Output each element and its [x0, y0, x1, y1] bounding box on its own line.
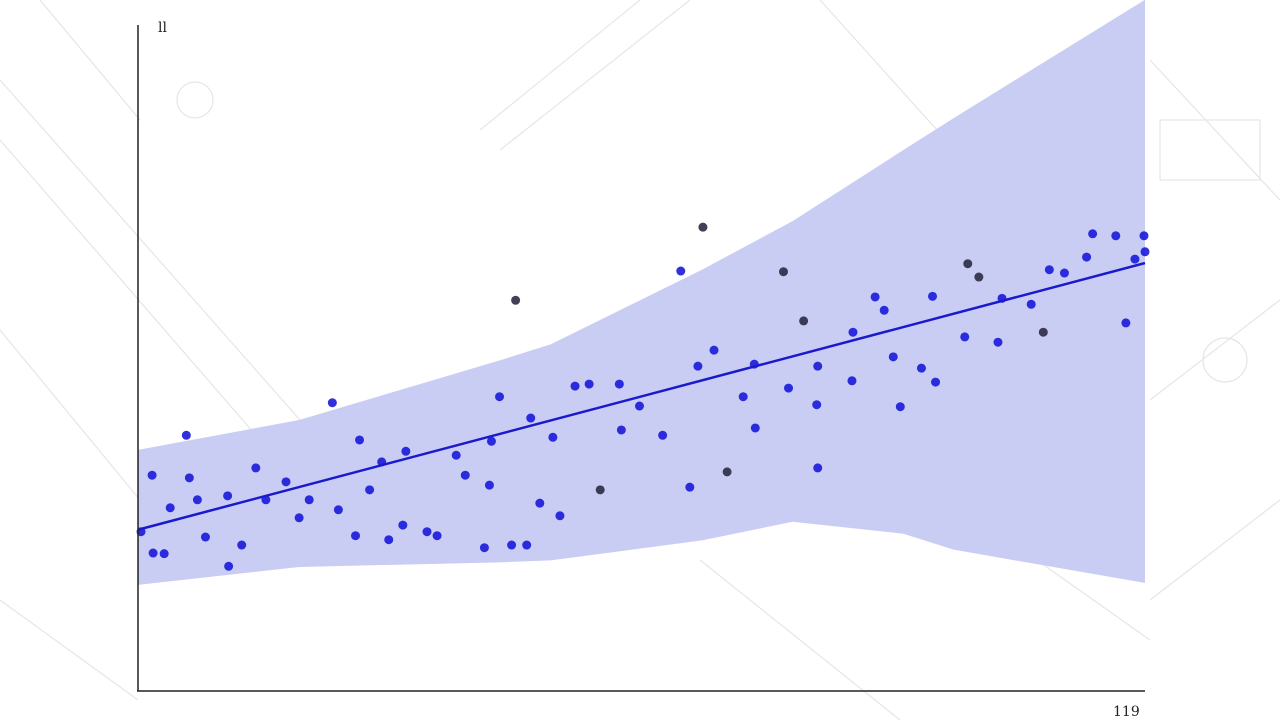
- scatter-point: [1130, 254, 1140, 264]
- scatter-point: [181, 430, 191, 440]
- scatter-point: [848, 327, 858, 337]
- scatter-point: [658, 430, 668, 440]
- scatter-point: [526, 413, 536, 423]
- scatter-point: [148, 548, 158, 558]
- scatter-point: [895, 402, 905, 412]
- scatter-point: [522, 540, 532, 550]
- scatter-point: [812, 400, 822, 410]
- scatter-point: [351, 531, 361, 541]
- scatter-point: [870, 292, 880, 302]
- scatter-point: [432, 531, 442, 541]
- scatter-point: [698, 222, 708, 232]
- scatter-point: [422, 527, 432, 537]
- scatter-point: [847, 376, 857, 386]
- scatter-point: [251, 463, 261, 473]
- scatter-point: [595, 485, 605, 495]
- scatter-point: [192, 495, 202, 505]
- scatter-point: [928, 291, 938, 301]
- scatter-point: [304, 495, 314, 505]
- scatter-point: [616, 425, 626, 435]
- scatter-point: [634, 401, 644, 411]
- scatter-point: [676, 266, 686, 276]
- scatter-point: [1044, 265, 1054, 275]
- scatter-point: [1088, 229, 1098, 239]
- scatter-point: [365, 485, 375, 495]
- scatter-point: [511, 295, 521, 305]
- scatter-point: [614, 379, 624, 389]
- scatter-point: [693, 361, 703, 371]
- scatter-point: [584, 379, 594, 389]
- scatter-point: [333, 505, 343, 515]
- scatter-point: [1059, 268, 1069, 278]
- scatter-point: [484, 480, 494, 490]
- scatter-point: [165, 503, 175, 513]
- y-axis-label: ll: [158, 20, 167, 36]
- scatter-point: [738, 392, 748, 402]
- scatter-point: [460, 470, 470, 480]
- x-axis-label: 119: [1113, 704, 1140, 720]
- scatter-point: [570, 381, 580, 391]
- scatter-point: [507, 540, 517, 550]
- scatter-point: [159, 549, 169, 559]
- scatter-point: [1140, 247, 1150, 257]
- scatter-point: [799, 316, 809, 326]
- scatter-point: [916, 363, 926, 373]
- scatter-point: [750, 423, 760, 433]
- scatter-point: [384, 535, 394, 545]
- scatter-point: [960, 332, 970, 342]
- scatter-point: [294, 513, 304, 523]
- scatter-point: [184, 473, 194, 483]
- confidence-band: [138, 0, 1145, 585]
- scatter-point: [237, 540, 247, 550]
- scatter-point: [548, 432, 558, 442]
- scatter-point: [974, 272, 984, 282]
- scatter-point: [555, 511, 565, 521]
- scatter-point: [398, 520, 408, 530]
- scatter-point: [200, 532, 210, 542]
- scatter-point: [778, 267, 788, 277]
- scatter-point: [931, 377, 941, 387]
- scatter-point: [879, 305, 889, 315]
- scatter-point: [535, 498, 545, 508]
- scatter-point: [1038, 327, 1048, 337]
- scatter-point: [813, 361, 823, 371]
- scatter-point: [784, 383, 794, 393]
- scatter-point: [709, 345, 719, 355]
- scatter-point: [1139, 231, 1149, 241]
- scatter-point: [327, 398, 337, 408]
- scatter-point: [479, 543, 489, 553]
- scatter-point: [963, 259, 973, 269]
- scatter-point: [355, 435, 365, 445]
- scatter-point: [1121, 318, 1131, 328]
- scatter-point: [888, 352, 898, 362]
- scatter-point: [1111, 231, 1121, 241]
- scatter-point: [495, 392, 505, 402]
- scatter-point: [722, 467, 732, 477]
- scatter-point: [685, 482, 695, 492]
- plot-area: [136, 0, 1150, 585]
- scatter-point: [813, 463, 823, 473]
- scatter-point: [224, 561, 234, 571]
- trend-line: [137, 261, 1146, 531]
- scatter-point: [451, 450, 461, 460]
- scatter-point: [993, 337, 1003, 347]
- scatter-point: [401, 446, 411, 456]
- scatter-point: [486, 436, 496, 446]
- scatter-point: [1082, 252, 1092, 262]
- scatter-point: [1026, 299, 1036, 309]
- scatter-point: [147, 470, 157, 480]
- scatter-point: [223, 491, 233, 501]
- scatter-point: [281, 477, 291, 487]
